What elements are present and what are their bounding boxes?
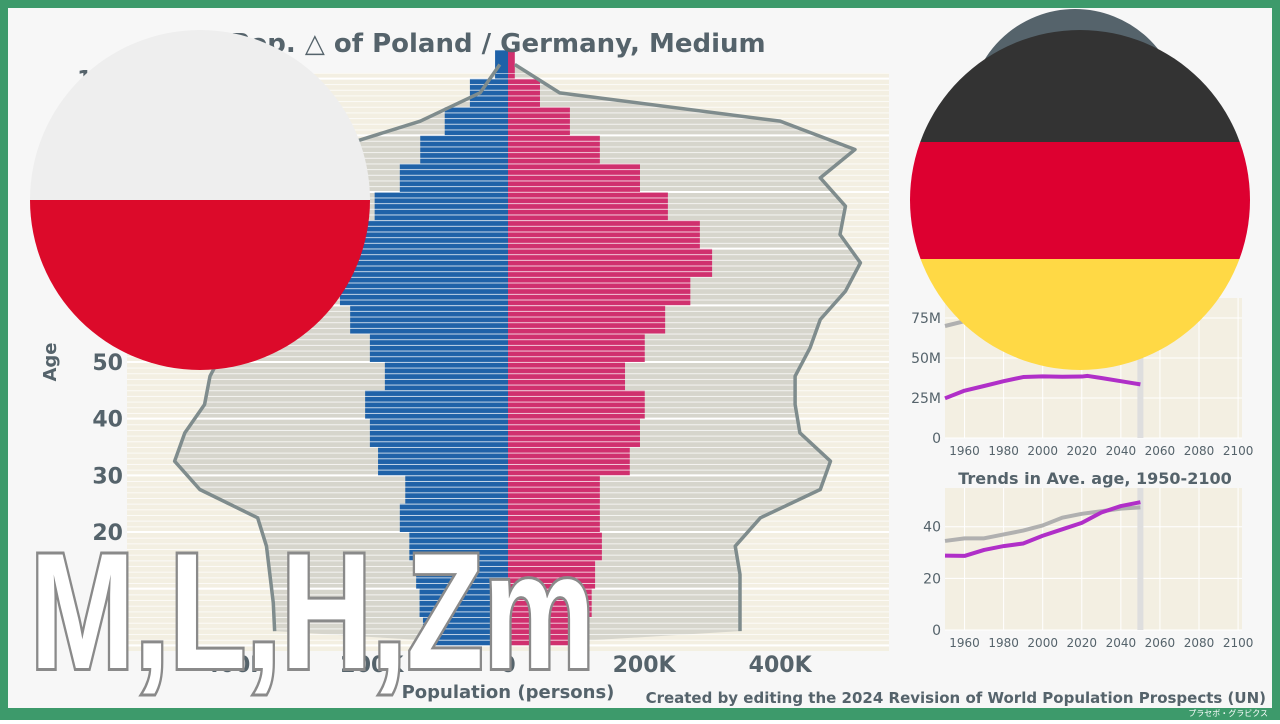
trend-line: [944, 373, 1141, 401]
trend-line: [944, 500, 1141, 558]
y-tick-label: 75M: [911, 311, 941, 327]
y-tick-label: 25M: [911, 391, 941, 407]
x-tick-label: 1960: [949, 636, 980, 650]
x-tick-label: 2060: [1145, 636, 1176, 650]
footer: Created by editing the 2024 Revision of …: [646, 689, 1266, 707]
y-tick-label: 20: [92, 521, 123, 546]
x-tick-label: 2060: [1145, 444, 1176, 458]
x-tick-label: 2040: [1106, 444, 1137, 458]
bar: [508, 50, 515, 79]
overlay-text: M,L,H,Zm: [30, 519, 595, 703]
y-tick-label: 40: [92, 408, 123, 433]
y-tick-label: 50: [92, 351, 123, 376]
bar: [495, 50, 508, 79]
x-tick-label: 2000: [1027, 636, 1058, 650]
x-tick-label: 2040: [1106, 636, 1137, 650]
y-tick-label: 0: [108, 634, 123, 659]
y-tick-label: 10: [92, 578, 123, 603]
x-tick-label: 400K: [204, 653, 268, 678]
x-tick-label: 200K: [613, 653, 677, 678]
x-axis-label: Population (persons): [402, 682, 615, 703]
x-tick-label: 2000: [1027, 444, 1058, 458]
x-tick-label: 2020: [1067, 636, 1098, 650]
y-tick-label: 30: [92, 464, 123, 489]
x-tick-label: 1960: [949, 444, 980, 458]
x-tick-label: 2020: [1067, 444, 1098, 458]
x-tick-label: 2080: [1184, 636, 1215, 650]
outline: [513, 63, 863, 632]
watermark: プラセボ・グラビクス: [1188, 708, 1268, 718]
x-tick-label: 1980: [988, 444, 1019, 458]
plot-area: [945, 488, 1242, 630]
y-tick-label: 20: [923, 571, 941, 587]
y-axis-label: Age: [40, 342, 61, 381]
x-tick-label: 2100: [1223, 636, 1254, 650]
x-tick-label: 1980: [988, 636, 1019, 650]
y-tick-label: 0: [932, 431, 941, 447]
y-tick-label: 40: [923, 520, 941, 536]
poland-flag: [30, 30, 370, 370]
x-tick-label: 2080: [1184, 444, 1215, 458]
x-tick-label: 0: [500, 653, 515, 678]
y-tick-label: 0: [932, 623, 941, 639]
y-tick-label: 50M: [911, 351, 941, 367]
age-chart-title: Trends in Ave. age, 1950-2100: [958, 469, 1231, 488]
x-tick-label: 2100: [1223, 444, 1254, 458]
main-title: Pop. △ of Poland / Germany, Medium: [230, 29, 765, 59]
charts: 0102030405060708090100400K200K0200K400K0…: [77, 50, 1253, 678]
x-tick-label: 400K: [749, 653, 813, 678]
data-end-band: [1137, 298, 1144, 438]
x-tick-label: 200K: [340, 653, 404, 678]
data-end-band: [1137, 488, 1144, 630]
